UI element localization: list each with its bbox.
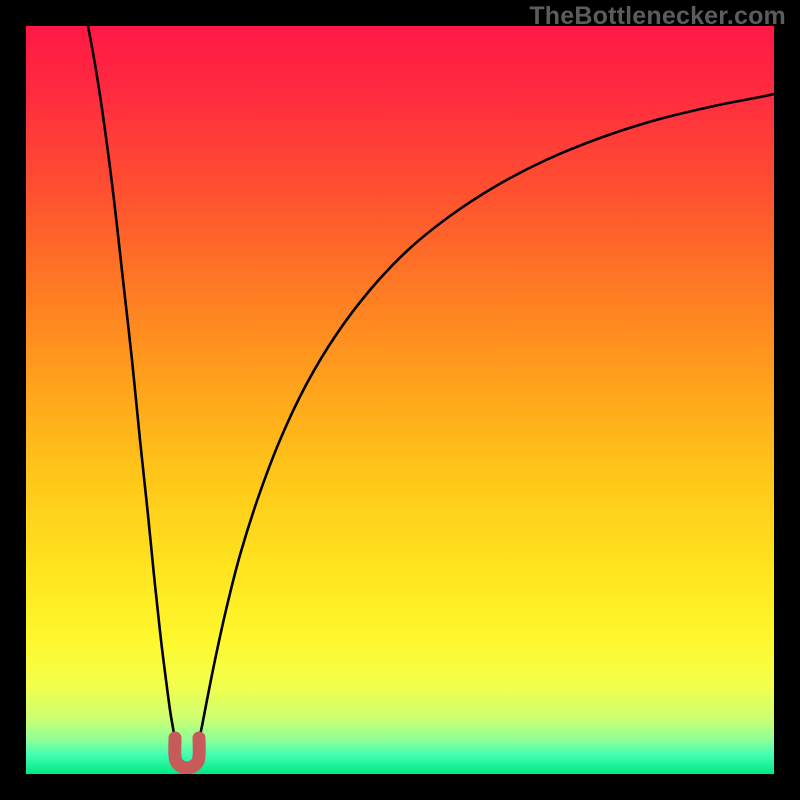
chart-svg bbox=[0, 0, 800, 800]
plot-background bbox=[26, 26, 774, 774]
chart-frame: TheBottlenecker.com bbox=[0, 0, 800, 800]
watermark-text: TheBottlenecker.com bbox=[529, 2, 786, 31]
